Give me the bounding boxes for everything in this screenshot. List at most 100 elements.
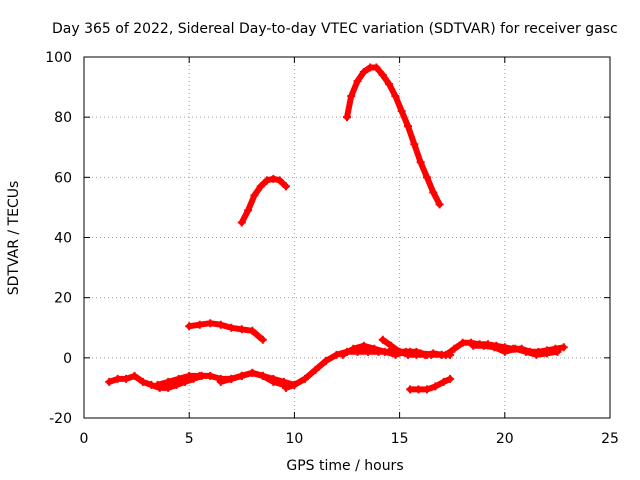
data-point [250,191,259,200]
axis-ticks: 0 5 10 15 20 25 -20 0 20 40 60 80 100 [45,50,619,447]
data-point [248,368,257,377]
data-point [429,188,438,197]
data-point [279,377,288,386]
y-tick-label: 60 [54,170,72,186]
data-point [542,349,551,358]
data-point [404,350,413,359]
data-point [420,350,429,359]
data-point [359,68,368,77]
data-point [153,380,162,389]
data-point [431,382,440,391]
data-point [479,341,488,350]
data-point [353,77,362,86]
series-arc-5 [237,174,290,227]
data-point [138,377,147,386]
data-point [511,344,520,353]
data-point [343,113,351,122]
x-axis-label: GPS time / hours [286,458,403,474]
data-point [227,374,236,383]
data-point [281,383,290,392]
data-point [195,320,204,329]
data-point [174,374,183,383]
data-point [130,371,139,380]
data-point [458,338,467,347]
chart-title: Day 365 of 2022, Sidereal Day-to-day VTE… [52,21,618,37]
data-point [410,140,419,149]
data-point [378,335,387,344]
data-point [281,182,290,191]
data-point [206,371,215,380]
data-point [378,71,387,80]
data-point [237,371,246,380]
data-point [349,344,358,353]
data-point [553,347,562,356]
data-point [122,374,131,383]
data-point [500,347,509,356]
data-point [429,349,438,358]
data-point [263,176,272,185]
data-point [347,92,356,101]
series-trace [344,64,443,208]
data-point [441,350,450,359]
data-point [216,377,225,386]
data-point [387,341,396,350]
data-point [439,377,448,386]
data-point [321,356,330,365]
x-tick-label: 15 [391,431,409,447]
data-point [397,107,406,116]
data-point [380,347,389,356]
x-tick-label: 10 [285,431,303,447]
y-axis-label: SDTVAR / TECUs [6,181,22,296]
data-point [372,63,381,72]
y-tick-label: 0 [63,351,72,367]
data-point [370,344,379,353]
x-tick-label: 25 [601,431,619,447]
data-point [446,374,455,383]
y-tick-label: -20 [49,411,72,427]
data-point [244,206,253,215]
data-point [237,218,246,227]
series-trace [238,175,289,226]
data-point [416,158,425,167]
data-point [164,377,173,386]
data-point [406,385,415,394]
data-point [521,347,530,356]
y-tick-label: 100 [45,50,72,66]
data-point [435,200,444,209]
data-point [422,385,431,394]
data-point [412,350,421,359]
data-point [338,350,347,359]
data-point [105,377,114,386]
data-point [450,344,459,353]
data-point [311,365,320,374]
data-point [532,350,541,359]
series-arc-7 [343,63,444,209]
x-tick-label: 5 [185,431,194,447]
y-tick-label: 40 [54,231,72,247]
data-point [248,326,257,335]
data-point [490,343,499,352]
data-point [559,343,568,352]
data-point [113,374,122,383]
data-point [256,182,265,191]
series-arc-12 [469,341,562,359]
data-point [258,335,267,344]
series-arc-10 [406,374,455,394]
data-point [404,122,413,131]
data-point [206,319,215,328]
data-point [275,176,284,185]
data-point [227,323,236,332]
data-marks [105,63,568,394]
data-point [269,374,278,383]
data-point [414,385,423,394]
data-point [395,347,404,356]
series-arc-3 [185,319,267,344]
data-point [469,341,478,350]
data-point [185,322,194,331]
data-point [185,371,194,380]
x-tick-label: 20 [496,431,514,447]
data-point [290,380,299,389]
data-point [300,374,309,383]
data-point [359,341,368,350]
